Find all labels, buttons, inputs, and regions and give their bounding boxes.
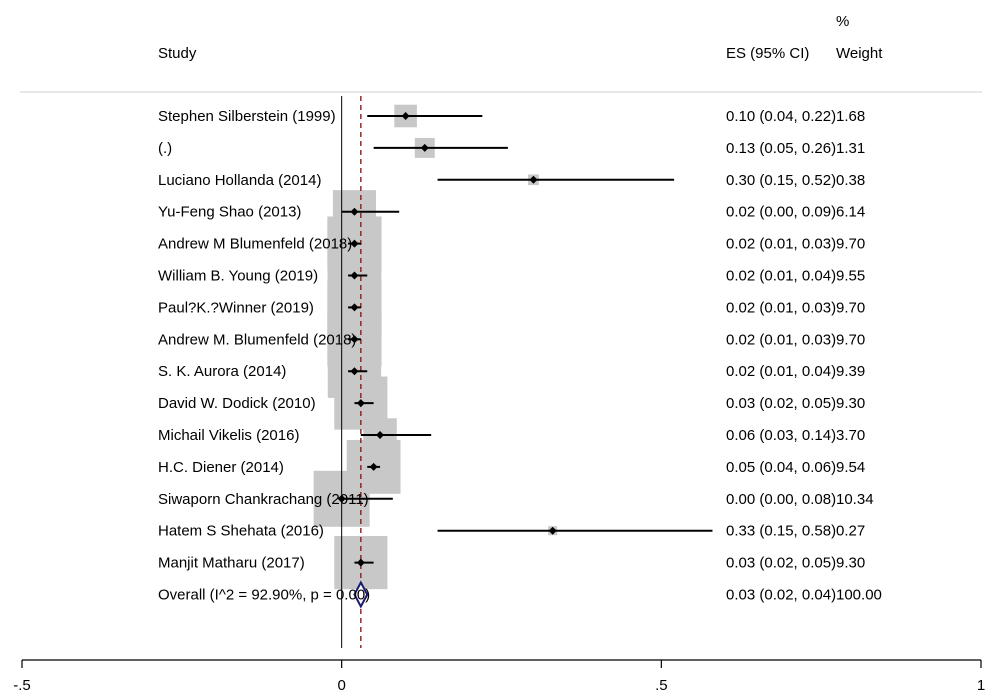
effect-size: 0.06 (0.03, 0.14) [726, 427, 836, 444]
study-weight: 9.70 [836, 236, 865, 253]
point-estimate [350, 239, 359, 248]
point-estimate [420, 143, 429, 152]
point-estimate [369, 462, 378, 471]
effect-size: 0.02 (0.01, 0.03) [726, 299, 836, 316]
study-weight: 0.27 [836, 523, 865, 540]
point-estimate [350, 207, 359, 216]
reference-lines [341, 96, 362, 648]
x-tick-label: 0 [337, 677, 345, 694]
effect-size: 0.05 (0.04, 0.06) [726, 459, 836, 476]
effect-size: 0.02 (0.01, 0.03) [726, 331, 836, 348]
point-estimate [356, 558, 365, 567]
overall-effect-size: 0.03 (0.02, 0.04) [726, 587, 836, 604]
overall-weight: 100.00 [836, 587, 882, 604]
study-name: William B. Young (2019) [158, 268, 318, 285]
study-weight: 9.54 [836, 459, 865, 476]
confidence-intervals [337, 112, 713, 609]
effect-size: 0.10 (0.04, 0.22) [726, 108, 836, 125]
header-weight: Weight [836, 45, 883, 62]
study-name: Yu-Feng Shao (2013) [158, 204, 301, 221]
header-es: ES (95% CI) [726, 45, 809, 62]
study-weight: 6.14 [836, 204, 865, 221]
study-weight: 10.34 [836, 491, 874, 508]
study-weight: 9.55 [836, 268, 865, 285]
study-name: David W. Dodick (2010) [158, 395, 316, 412]
point-estimate [337, 494, 346, 503]
effect-size: 0.02 (0.01, 0.04) [726, 363, 836, 380]
header-study: Study [158, 45, 197, 62]
effect-size: 0.33 (0.15, 0.58) [726, 523, 836, 540]
study-name: Michail Vikelis (2016) [158, 427, 299, 444]
point-estimate [401, 112, 410, 120]
study-weight: 3.70 [836, 427, 865, 444]
study-weight: 0.38 [836, 172, 865, 189]
point-estimate [548, 526, 557, 535]
study-name: Paul?K.?Winner (2019) [158, 299, 314, 316]
study-name: Andrew M. Blumenfeld (2018) [158, 331, 356, 348]
effect-size: 0.03 (0.02, 0.05) [726, 395, 836, 412]
study-weight: 9.30 [836, 395, 865, 412]
study-name: H.C. Diener (2014) [158, 459, 284, 476]
row-labels: Stephen Silberstein (1999) 0.10 (0.04, 0.… [158, 108, 882, 604]
point-estimate [356, 399, 365, 408]
effect-size: 0.02 (0.01, 0.03) [726, 236, 836, 253]
effect-size: 0.02 (0.01, 0.04) [726, 268, 836, 285]
study-name: S. K. Aurora (2014) [158, 363, 286, 380]
study-name: (.) [158, 140, 172, 157]
study-name: Andrew M Blumenfeld (2018) [158, 236, 352, 253]
point-estimate [529, 175, 538, 184]
study-weight: 1.31 [836, 140, 865, 157]
x-tick-label: 1 [977, 677, 985, 694]
study-name: Stephen Silberstein (1999) [158, 108, 336, 125]
overall-label: Overall (I^2 = 92.90%, p = 0.00) [158, 587, 370, 604]
x-tick-label: .5 [655, 677, 668, 694]
study-name: Luciano Hollanda (2014) [158, 172, 321, 189]
overall-diamond [353, 580, 369, 609]
header-weight-pct: % [836, 13, 849, 30]
study-weight: 9.39 [836, 363, 865, 380]
effect-size: 0.03 (0.02, 0.05) [726, 555, 836, 572]
study-name: Manjit Matharu (2017) [158, 555, 305, 572]
x-axis: -.5 0 .5 1 [13, 659, 985, 694]
x-tick-label: -.5 [13, 677, 31, 694]
point-estimate [376, 431, 385, 439]
study-weight: 9.30 [836, 555, 865, 572]
study-name: Hatem S Shehata (2016) [158, 523, 324, 540]
study-weight: 1.68 [836, 108, 865, 125]
effect-size: 0.02 (0.00, 0.09) [726, 204, 836, 221]
point-estimate [350, 303, 359, 312]
effect-size: 0.00 (0.00, 0.08) [726, 491, 836, 508]
study-weight: 9.70 [836, 331, 865, 348]
study-weight: 9.70 [836, 299, 865, 316]
effect-size: 0.30 (0.15, 0.52) [726, 172, 836, 189]
point-estimate [350, 271, 359, 280]
study-name: Siwaporn Chankrachang (2011) [158, 491, 369, 508]
effect-size: 0.13 (0.05, 0.26) [726, 140, 836, 157]
point-estimate [350, 335, 359, 344]
point-estimate [350, 367, 359, 376]
